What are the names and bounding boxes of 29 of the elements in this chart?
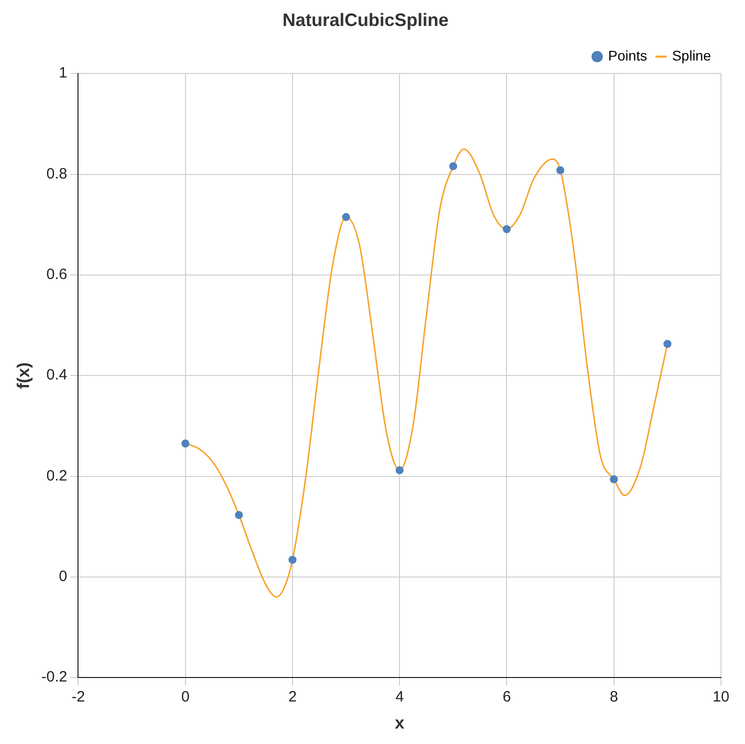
y-tick-label: 0.2 xyxy=(46,467,68,484)
point xyxy=(181,440,190,448)
y-tick-label: 1 xyxy=(58,64,68,82)
x-tick-label: 6 xyxy=(502,688,511,706)
x-tick-label: -2 xyxy=(72,688,85,706)
x-tick-label: 4 xyxy=(395,688,404,706)
point xyxy=(556,166,564,174)
y-tick-label: 0 xyxy=(58,568,68,586)
chart-title: NaturalCubicSpline xyxy=(282,10,449,30)
point xyxy=(234,511,243,520)
point xyxy=(342,213,350,222)
y-tick-label: 0.6 xyxy=(46,266,68,284)
point xyxy=(610,475,618,484)
legend-label: Points xyxy=(608,47,648,64)
x-tick-label: 10 xyxy=(712,688,730,706)
point xyxy=(288,556,296,564)
legend-label: Spline xyxy=(672,47,712,64)
point xyxy=(396,466,404,474)
point xyxy=(663,340,672,348)
x-tick-label: 2 xyxy=(288,688,297,706)
x-tick-label: 0 xyxy=(181,688,190,706)
y-tick-label: 0.8 xyxy=(46,165,68,182)
y-tick-label: 0.4 xyxy=(46,366,68,384)
x-axis-title: x xyxy=(394,713,405,732)
point xyxy=(502,225,511,234)
x-tick-label: 8 xyxy=(610,688,618,706)
point xyxy=(449,162,458,170)
y-tick-label: -0.2 xyxy=(41,668,68,686)
y-axis-title: f(x) xyxy=(14,362,33,389)
